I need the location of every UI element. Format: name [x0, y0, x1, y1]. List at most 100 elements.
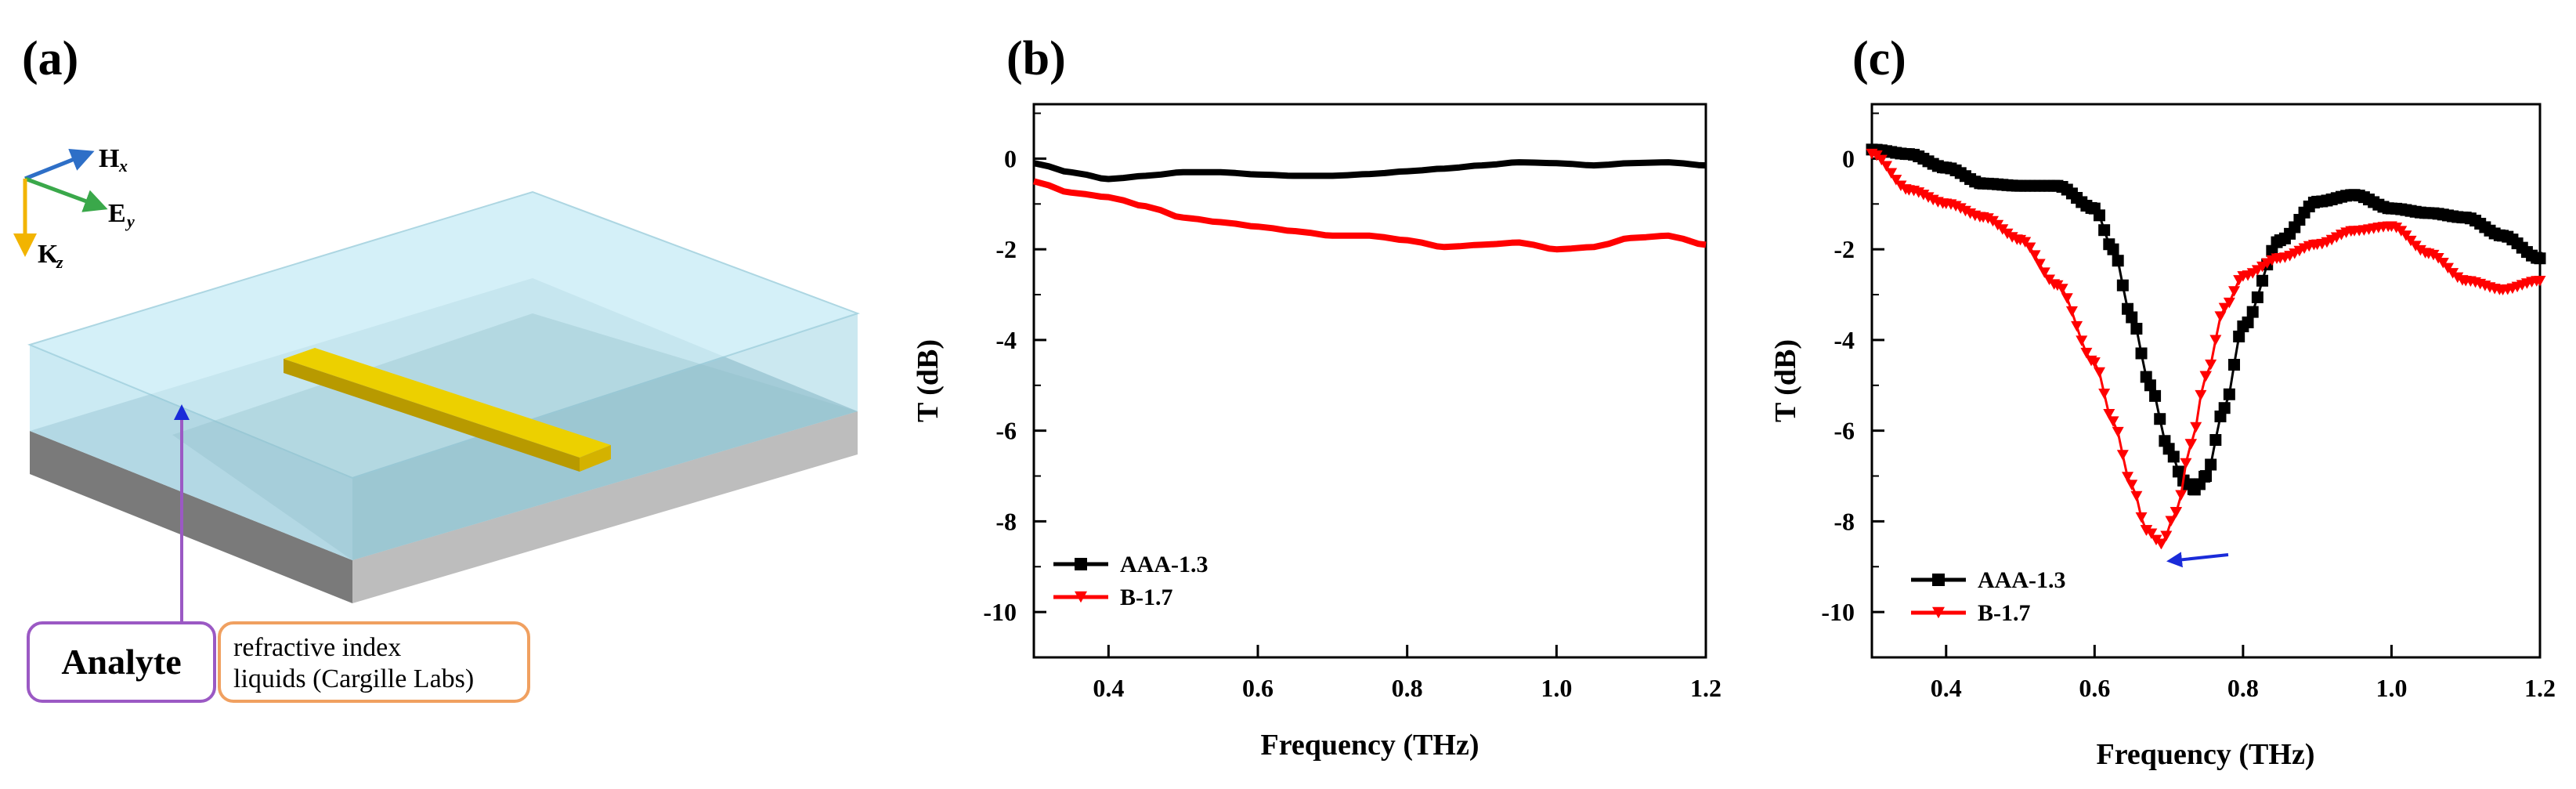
data-point — [2214, 311, 2227, 322]
panel-label-c: (c) — [1852, 32, 1906, 85]
data-point — [2205, 458, 2217, 471]
legend-label: B-1.7 — [1978, 600, 2031, 626]
data-point — [2233, 330, 2245, 342]
y-tick-label: -2 — [995, 235, 1017, 263]
data-point — [2033, 259, 2046, 270]
data-point — [2029, 250, 2041, 261]
minimum-shift-arrow — [2166, 552, 2229, 568]
data-point — [2190, 422, 2202, 433]
y-axis-title-c: T (dB) — [1769, 339, 1802, 422]
data-point — [2061, 293, 2073, 304]
data-point — [2112, 426, 2124, 438]
liquid-left-face — [30, 345, 352, 560]
substrate-front-side — [352, 411, 858, 603]
panel-label-b: (b) — [1006, 32, 1066, 85]
data-point — [2149, 389, 2162, 402]
data-point — [2170, 507, 2183, 518]
legend-marker — [1932, 606, 1945, 619]
h-field-arrow — [24, 148, 95, 181]
data-point — [2246, 306, 2259, 318]
h-axis-subscript: x — [118, 156, 128, 176]
panel-label-a: (a) — [22, 32, 78, 85]
liquid-layer — [27, 190, 861, 560]
axes-b: 0.4 0.6 0.8 1.0 1.2 0 -2 -4 -6 -8 -10 — [983, 112, 1722, 702]
data-point — [2218, 402, 2231, 414]
data-point — [2185, 439, 2198, 450]
data-point — [2056, 284, 2068, 295]
gold-bar-top — [284, 348, 611, 458]
data-point — [2107, 416, 2119, 427]
data-point — [2167, 451, 2180, 463]
x-tick-label: 0.8 — [2227, 674, 2259, 702]
refractive-index-box — [218, 621, 530, 703]
data-point — [2414, 244, 2426, 256]
x-tick-label: 0.4 — [1093, 674, 1124, 702]
data-point — [2093, 367, 2105, 378]
y-tick-label: -8 — [1834, 507, 1855, 535]
data-point — [2065, 306, 2078, 317]
data-point — [2251, 291, 2263, 303]
gold-resonator — [284, 348, 611, 472]
x-tick-label: 1.2 — [2524, 674, 2556, 702]
data-point — [2103, 409, 2115, 420]
y-tick-label: -2 — [1834, 235, 1855, 263]
data-point — [2180, 458, 2192, 469]
data-point — [1982, 213, 1994, 224]
refractive-label-line2: liquids (Cargille Labs) — [233, 664, 474, 693]
k-axis-subscript: z — [56, 252, 63, 272]
data-point — [2135, 512, 2148, 523]
series-line-AAA-1.3 — [1871, 148, 2541, 491]
data-point — [2116, 279, 2129, 291]
panel-a: (a) H x E y K z — [13, 32, 861, 703]
y-tick-label: -10 — [983, 598, 1017, 626]
data-point — [1885, 168, 1898, 179]
data-point — [2228, 359, 2241, 371]
gold-bar-end — [580, 445, 611, 472]
legend-marker — [1075, 558, 1087, 570]
data-point — [2126, 480, 2138, 490]
gold-bar-side — [284, 359, 580, 472]
data-point — [2172, 465, 2184, 478]
data-point — [1875, 154, 1888, 166]
x-tick-label: 0.6 — [2079, 674, 2110, 702]
data-point — [2209, 434, 2222, 447]
y-tick-label: -4 — [1834, 326, 1855, 354]
x-axis-title-b: Frequency (THz) — [1261, 729, 1479, 762]
data-point — [2534, 252, 2546, 265]
series-c — [1866, 143, 2546, 550]
series-line-AAA-1.3 — [1033, 159, 1707, 183]
analyte-box — [27, 621, 216, 703]
e-axis-label: E — [108, 199, 126, 228]
data-point — [2390, 223, 2403, 233]
y-tick-label: 0 — [1842, 144, 1855, 172]
e-field-arrow — [24, 176, 108, 212]
plot-area-b — [1032, 103, 1707, 659]
data-point — [2141, 525, 2153, 536]
data-point — [2534, 275, 2546, 287]
legend-label: AAA-1.3 — [1978, 567, 2066, 593]
data-point — [2130, 323, 2143, 335]
series-b — [1032, 159, 1707, 253]
legend-b: AAA-1.3 B-1.7 — [1053, 552, 1209, 610]
x-tick-label: 0.6 — [1242, 674, 1274, 702]
legend-c: AAA-1.3 B-1.7 — [1911, 567, 2066, 626]
y-tick-label: -8 — [995, 507, 1017, 535]
data-point — [2256, 274, 2269, 287]
data-point — [2155, 538, 2168, 550]
data-point — [2019, 237, 2032, 248]
data-point — [2223, 297, 2235, 309]
data-point — [2076, 335, 2088, 346]
data-point — [2098, 388, 2111, 400]
y-tick-label: -6 — [995, 417, 1017, 445]
legend-marker — [1075, 591, 1087, 603]
data-point — [2200, 371, 2212, 382]
x-tick-label: 1.0 — [1541, 674, 1572, 702]
analyte-label: Analyte — [61, 642, 181, 682]
liquid-top-face — [27, 190, 861, 480]
data-point — [2144, 379, 2156, 392]
data-point — [2080, 347, 2093, 359]
chart-b: (b) 0.4 0.6 0.8 1.0 1.2 0 -2 -4 -6 -8 -10 Frequenc… — [912, 32, 1722, 762]
data-point — [2130, 490, 2143, 502]
data-point — [2195, 389, 2207, 401]
